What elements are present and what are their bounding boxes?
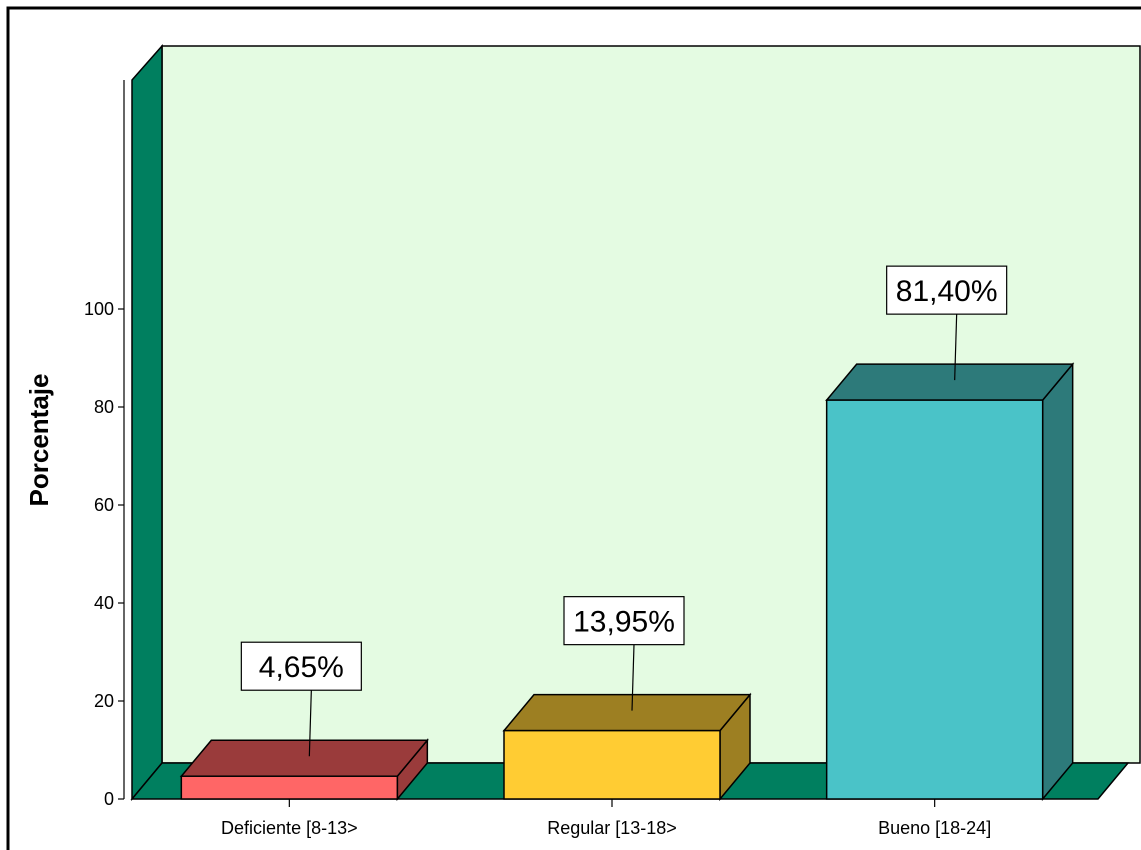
bar-front [825, 399, 1044, 800]
bar [825, 362, 1075, 802]
y-tick-label: 60 [94, 495, 114, 515]
x-tick-label: Bueno [18-24] [878, 818, 991, 838]
data-label-box [563, 596, 685, 646]
plot-left-wall [131, 44, 163, 802]
y-tick-label: 20 [94, 691, 114, 711]
bar-front [503, 729, 721, 800]
x-tick-label: Deficiente [8-13> [221, 818, 358, 838]
x-tick-label: Regular [13-18> [547, 818, 677, 838]
y-tick-label: 0 [104, 789, 114, 809]
data-label-leader [631, 644, 635, 711]
bar-front [180, 775, 399, 800]
y-tick-label: 100 [84, 299, 114, 319]
data-label-leader [954, 314, 958, 381]
bar [179, 738, 429, 802]
data-label: 81,40% [896, 275, 998, 308]
data-label-leader [308, 690, 312, 757]
bar [502, 692, 752, 802]
data-label-box [240, 641, 362, 691]
y-tick-label: 40 [94, 593, 114, 613]
bar-top [179, 739, 429, 777]
y-tick-label: 80 [94, 397, 114, 417]
bar-top [502, 693, 752, 732]
data-label: 4,65% [259, 651, 344, 684]
y-axis-label: Porcentaje [24, 374, 54, 507]
data-label: 13,95% [573, 606, 675, 639]
bar-top [825, 363, 1075, 401]
data-label-box [886, 265, 1008, 315]
bar-side [1041, 362, 1074, 802]
